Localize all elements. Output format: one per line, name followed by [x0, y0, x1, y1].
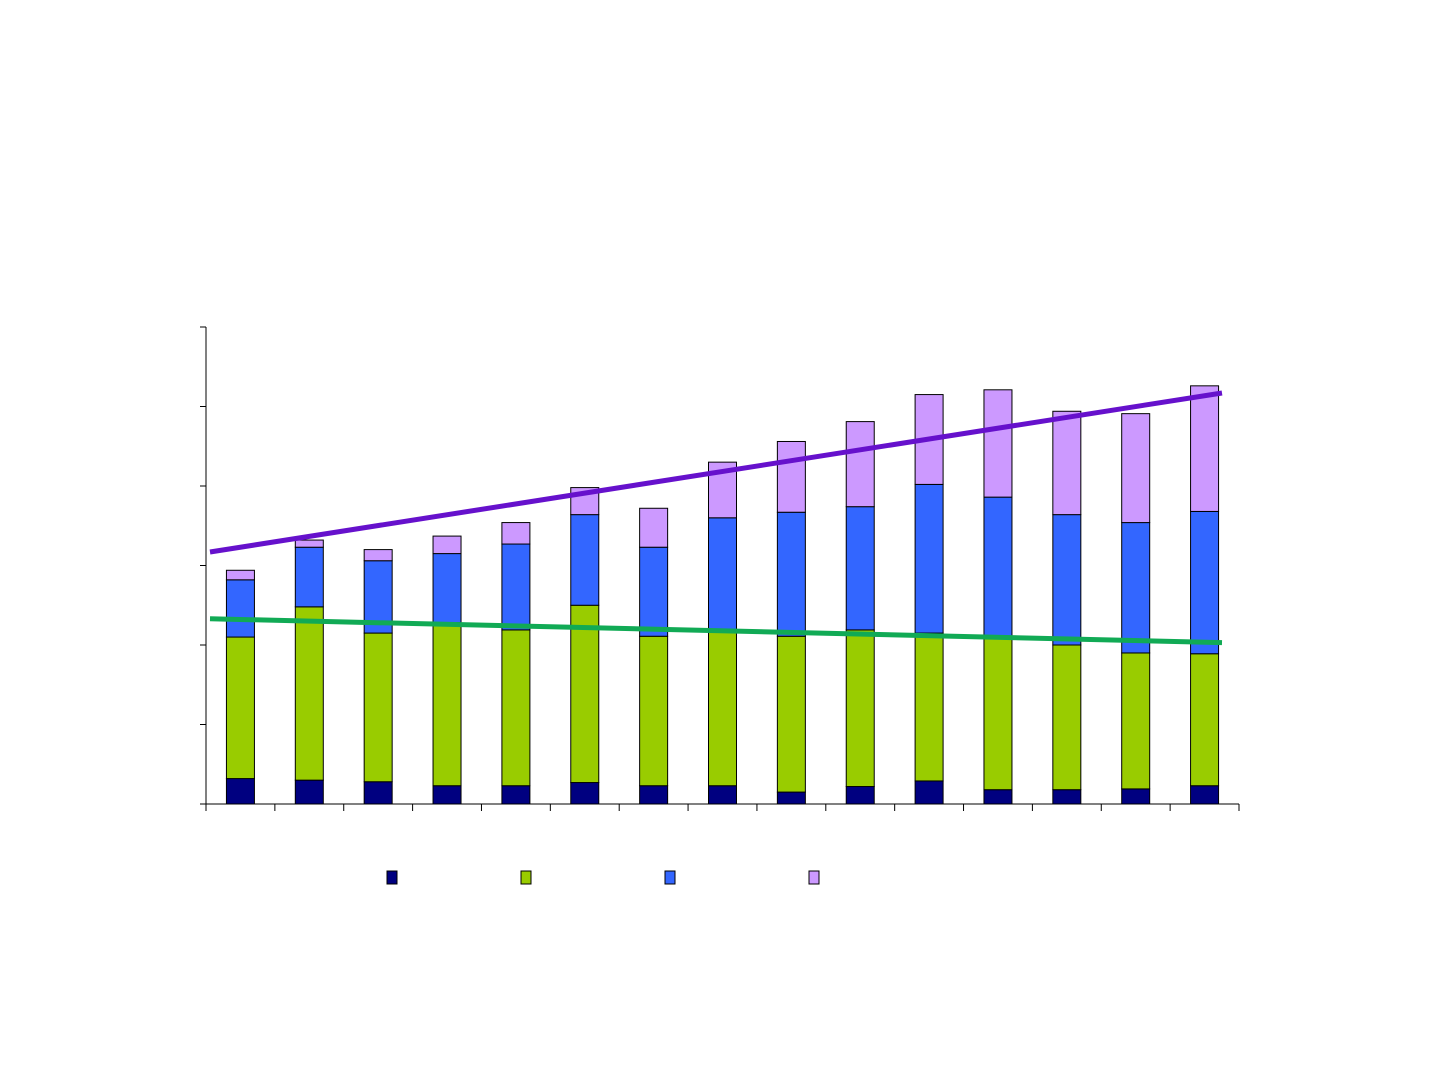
bar-segment-series-1-cat-5: [501, 785, 531, 805]
legend-swatch-series-1: [386, 870, 398, 885]
bar-segment-series-2-cat-5: [501, 629, 531, 787]
bar-segment-series-3-cat-14: [1121, 522, 1151, 654]
legend-swatch-series-2: [520, 870, 532, 885]
bar-segment-series-3-cat-11: [914, 483, 944, 634]
bar-segment-series-2-cat-11: [914, 632, 944, 782]
bar-segment-series-3-cat-9: [776, 511, 806, 637]
bar-segment-series-3-cat-2: [294, 546, 324, 608]
bar-segment-series-1-cat-14: [1121, 788, 1151, 805]
bar-segment-series-1-cat-2: [294, 779, 324, 805]
bar-segment-series-3-cat-8: [708, 517, 737, 633]
bar-segment-series-4-cat-9: [776, 440, 806, 513]
bar-segment-series-3-cat-10: [845, 506, 875, 631]
bar-segment-series-3-cat-5: [501, 543, 531, 631]
bar-segment-series-1-cat-8: [708, 785, 737, 805]
bar-segment-series-3-cat-4: [432, 553, 462, 624]
bar-segment-series-4-cat-5: [501, 522, 531, 545]
bar-segment-series-3-cat-1: [225, 579, 255, 638]
bar-segment-series-4-cat-12: [983, 389, 1013, 498]
bar-segment-series-1-cat-9: [776, 791, 806, 805]
bar-segment-series-3-cat-15: [1190, 510, 1220, 655]
trendline-1: [209, 390, 1223, 555]
bar-segment-series-3-cat-13: [1052, 514, 1082, 646]
bar-segment-series-2-cat-10: [845, 629, 875, 788]
axes-layer: [200, 326, 1240, 811]
trendline-2: [209, 616, 1223, 646]
bar-segment-series-2-cat-9: [776, 635, 806, 793]
bar-segment-series-2-cat-7: [639, 635, 669, 787]
bar-segment-series-2-cat-4: [432, 622, 462, 787]
bar-segment-series-2-cat-13: [1052, 644, 1082, 791]
bar-segment-series-3-cat-7: [639, 546, 669, 637]
bar-segment-series-2-cat-6: [570, 604, 600, 784]
bar-segment-series-4-cat-15: [1190, 385, 1220, 512]
bar-segment-series-2-cat-14: [1121, 652, 1151, 790]
bar-segment-series-2-cat-12: [983, 638, 1013, 791]
bar-segment-series-2-cat-3: [363, 632, 393, 783]
bar-segment-series-3-cat-12: [983, 496, 1013, 640]
bar-segment-series-3-cat-6: [570, 514, 600, 606]
bar-segment-series-2-cat-8: [708, 631, 737, 787]
bar-segment-series-1-cat-3: [363, 781, 393, 805]
bar-segment-series-1-cat-13: [1052, 789, 1082, 805]
bar-segment-series-4-cat-7: [639, 507, 669, 548]
legend: [386, 870, 820, 885]
bar-segment-series-4-cat-13: [1052, 410, 1082, 516]
bar-segment-series-1-cat-12: [983, 789, 1013, 805]
bar-segment-series-1-cat-15: [1190, 785, 1220, 805]
bar-segment-series-2-cat-2: [294, 606, 324, 781]
bar-segment-series-2-cat-15: [1190, 653, 1220, 787]
bar-segment-series-1-cat-7: [639, 785, 669, 805]
bar-segment-series-4-cat-14: [1121, 413, 1151, 524]
bar-segment-series-4-cat-3: [363, 549, 393, 562]
bar-segment-series-4-cat-1: [225, 569, 255, 581]
bar-segment-series-2-cat-1: [225, 636, 255, 780]
bar-segment-series-1-cat-11: [914, 780, 944, 805]
bar-segment-series-4-cat-2: [294, 539, 324, 548]
bar-segment-series-1-cat-6: [570, 782, 600, 805]
legend-swatch-series-3: [664, 870, 676, 885]
bar-segment-series-4-cat-4: [432, 535, 462, 555]
bar-segment-series-4-cat-10: [845, 421, 875, 508]
legend-swatch-series-4: [808, 870, 820, 885]
bar-segment-series-1-cat-4: [432, 785, 462, 805]
bars-layer: [225, 385, 1220, 805]
trendlines-layer: [209, 390, 1223, 646]
bar-segment-series-1-cat-1: [225, 778, 255, 805]
bar-segment-series-1-cat-10: [845, 786, 875, 805]
